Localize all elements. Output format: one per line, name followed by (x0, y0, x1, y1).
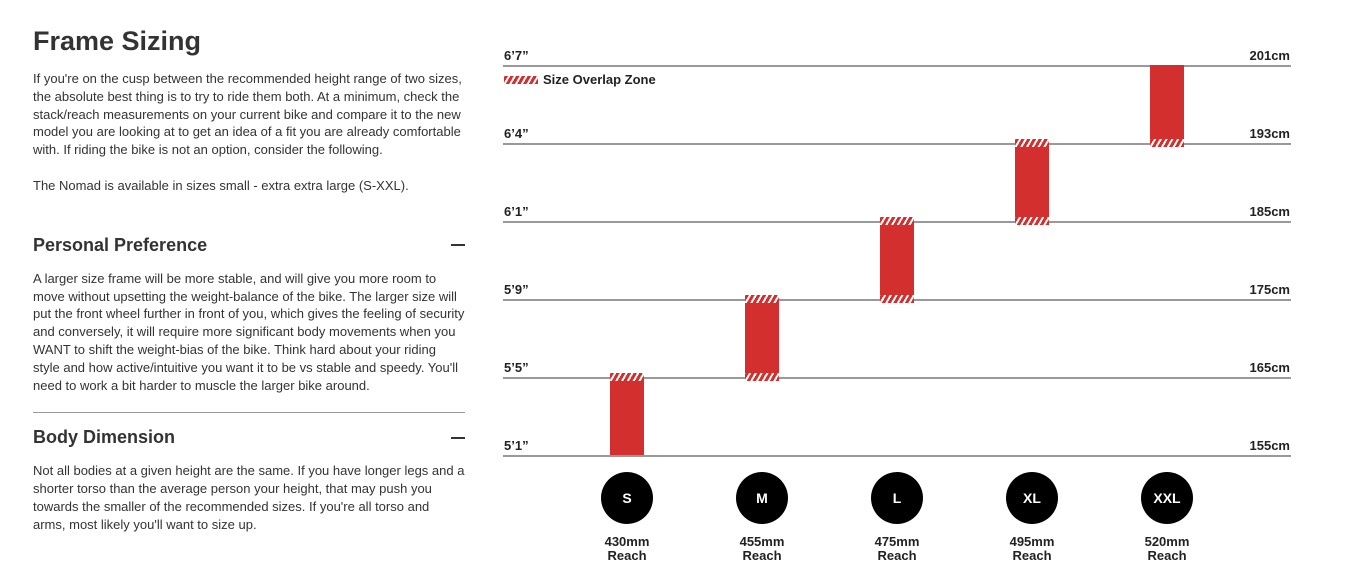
reach-value: 495mm (1009, 534, 1055, 549)
tick-label-imperial: 5’5” (504, 360, 529, 375)
reach-value: 430mm (604, 534, 650, 549)
tick-label-imperial: 6’4” (504, 126, 529, 141)
size-bar-xxl (1150, 65, 1184, 147)
availability-text: The Nomad is available in sizes small - … (33, 177, 409, 193)
size-badge-l: L (871, 472, 923, 524)
reach-caption: Reach (607, 548, 647, 563)
reach-caption: Reach (742, 548, 782, 563)
reach-caption: Reach (1012, 548, 1052, 563)
intro-text: If you're on the cusp between the recomm… (33, 71, 462, 158)
overlap-zone (745, 373, 779, 381)
page-title: Frame Sizing (33, 26, 202, 56)
reach-caption: Reach (877, 548, 917, 563)
overlap-zone (1015, 139, 1049, 147)
divider (33, 412, 465, 414)
tick-label-metric: 193cm (1249, 126, 1290, 141)
tick-label-imperial: 5’9” (504, 282, 529, 297)
overlap-zone (1150, 139, 1184, 147)
legend-label: Size Overlap Zone (543, 72, 656, 87)
reach-label: 455mm Reach (722, 535, 802, 563)
reach-value: 520mm (1144, 534, 1190, 549)
size-badge-s: S (601, 472, 653, 524)
section-heading: Personal Preference (33, 234, 208, 255)
tick-label-imperial: 6’7” (504, 48, 529, 63)
section-header-body-dimension[interactable]: Body Dimension (33, 427, 465, 448)
reach-caption: Reach (1147, 548, 1187, 563)
size-badge-xxl: XXL (1141, 472, 1193, 524)
overlap-swatch-icon (504, 75, 538, 84)
frame-sizing-panel: Frame Sizing If you're on the cusp betwe… (33, 26, 465, 534)
size-bar-xl (1015, 139, 1049, 225)
overlap-zone (745, 295, 779, 303)
minus-icon[interactable] (451, 244, 465, 247)
tick-label-imperial: 5’1” (504, 438, 529, 453)
section-body: A larger size frame will be more stable,… (33, 270, 465, 393)
reach-value: 475mm (874, 534, 920, 549)
reach-label: 495mm Reach (992, 535, 1072, 563)
gridline (503, 143, 1291, 145)
tick-label-metric: 175cm (1249, 282, 1290, 297)
reach-value: 455mm (739, 534, 785, 549)
reach-label: 520mm Reach (1127, 535, 1207, 563)
size-bar-s (610, 373, 644, 455)
size-badge-xl: XL (1006, 472, 1058, 524)
size-bar-m (745, 295, 779, 381)
overlap-zone (880, 217, 914, 225)
legend: Size Overlap Zone (504, 72, 656, 87)
reach-label: 475mm Reach (857, 535, 937, 563)
section-body: Not all bodies at a given height are the… (33, 463, 465, 532)
gridline (503, 65, 1291, 67)
reach-label: 430mm Reach (587, 535, 667, 563)
tick-label-metric: 155cm (1249, 438, 1290, 453)
tick-label-metric: 165cm (1249, 360, 1290, 375)
section-header-personal-preference[interactable]: Personal Preference (33, 235, 465, 256)
size-badge-m: M (736, 472, 788, 524)
tick-label-metric: 201cm (1249, 48, 1290, 63)
overlap-zone (880, 295, 914, 303)
tick-label-imperial: 6’1” (504, 204, 529, 219)
gridline (503, 455, 1291, 457)
overlap-zone (1015, 217, 1049, 225)
size-bar-l (880, 217, 914, 303)
section-heading: Body Dimension (33, 427, 176, 448)
overlap-zone (610, 373, 644, 381)
gridline (503, 377, 1291, 379)
tick-label-metric: 185cm (1249, 204, 1290, 219)
minus-icon[interactable] (451, 436, 465, 439)
